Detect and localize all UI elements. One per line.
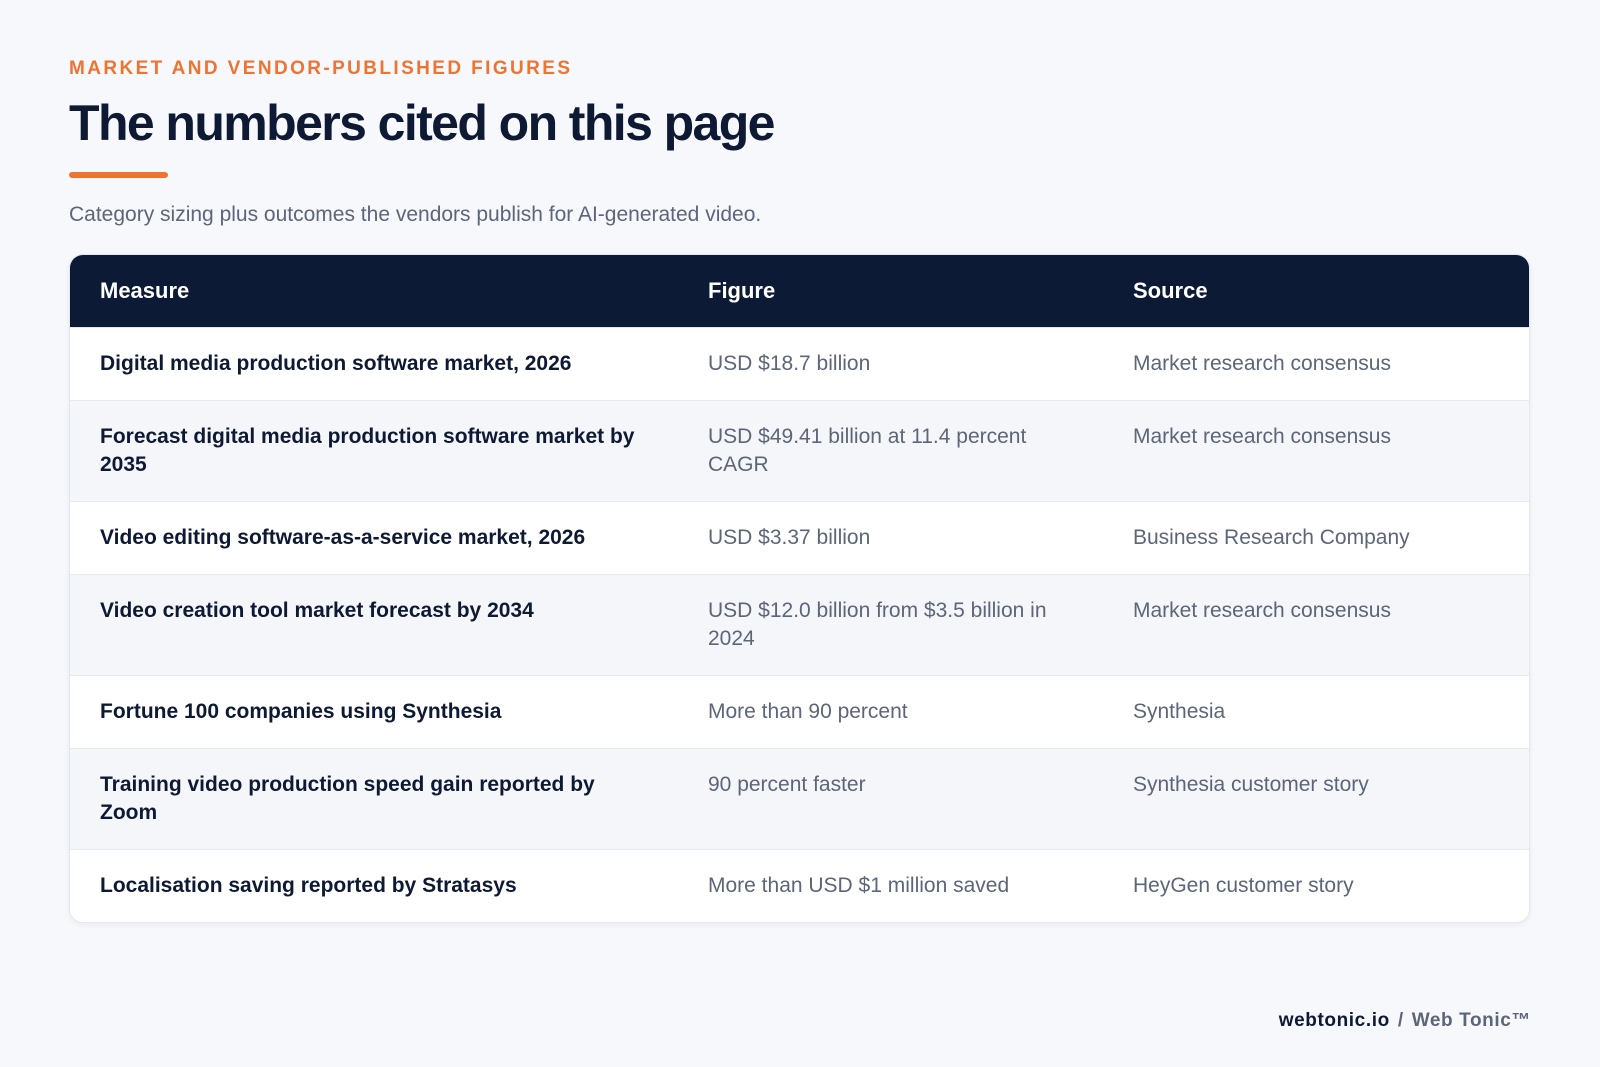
cell-measure: Training video production speed gain rep… xyxy=(70,747,678,849)
cell-figure: USD $18.7 billion xyxy=(678,326,1103,400)
table-row: Forecast digital media production softwa… xyxy=(70,399,1529,501)
cell-source: Synthesia xyxy=(1103,674,1529,748)
table-header: Measure Figure Source xyxy=(70,255,1529,327)
footer-domain: webtonic.io xyxy=(1278,1010,1390,1031)
footer-credit: webtonic.io / Web Tonic™ xyxy=(1279,1010,1531,1032)
table-row: Training video production speed gain rep… xyxy=(70,747,1529,849)
table-row: Digital media production software market… xyxy=(70,326,1529,400)
cell-measure: Video creation tool market forecast by 2… xyxy=(70,573,678,675)
cell-figure: USD $3.37 billion xyxy=(678,500,1103,574)
page-subtitle: Category sizing plus outcomes the vendor… xyxy=(69,203,762,226)
cell-figure: More than USD $1 million saved xyxy=(678,848,1103,922)
eyebrow-label: MARKET AND VENDOR-PUBLISHED FIGURES xyxy=(69,58,573,79)
table-row: Localisation saving reported by Stratasy… xyxy=(70,848,1529,922)
footer-separator: / xyxy=(1397,1010,1404,1031)
table-row: Fortune 100 companies using Synthesia Mo… xyxy=(70,674,1529,748)
cell-source: Market research consensus xyxy=(1103,326,1529,400)
cell-figure: 90 percent faster xyxy=(678,747,1103,849)
cell-figure: USD $49.41 billion at 11.4 percent CAGR xyxy=(678,399,1103,501)
title-accent-bar xyxy=(69,172,168,178)
table-header-row: Measure Figure Source xyxy=(70,255,1529,327)
cell-source: HeyGen customer story xyxy=(1103,848,1529,922)
cell-source: Business Research Company xyxy=(1103,500,1529,574)
page-title: The numbers cited on this page xyxy=(69,95,775,151)
figures-table: Measure Figure Source Digital media prod… xyxy=(70,255,1529,922)
cell-measure: Digital media production software market… xyxy=(70,326,678,400)
cell-measure: Video editing software-as-a-service mark… xyxy=(70,500,678,574)
figures-table-card: Measure Figure Source Digital media prod… xyxy=(69,254,1530,923)
column-header-measure: Measure xyxy=(100,277,190,303)
column-header-source: Source xyxy=(1133,277,1208,303)
table-body: Digital media production software market… xyxy=(70,326,1529,922)
cell-measure: Localisation saving reported by Stratasy… xyxy=(70,848,678,922)
cell-figure: USD $12.0 billion from $3.5 billion in 2… xyxy=(678,573,1103,675)
footer-brand: Web Tonic™ xyxy=(1411,1010,1531,1031)
cell-figure: More than 90 percent xyxy=(678,674,1103,748)
table-row: Video editing software-as-a-service mark… xyxy=(70,500,1529,574)
table-row: Video creation tool market forecast by 2… xyxy=(70,573,1529,675)
cell-measure: Forecast digital media production softwa… xyxy=(70,399,678,501)
column-header-figure: Figure xyxy=(708,277,776,303)
cell-measure: Fortune 100 companies using Synthesia xyxy=(70,674,678,748)
cell-source: Market research consensus xyxy=(1103,399,1529,501)
cell-source: Market research consensus xyxy=(1103,573,1529,675)
cell-source: Synthesia customer story xyxy=(1103,747,1529,849)
